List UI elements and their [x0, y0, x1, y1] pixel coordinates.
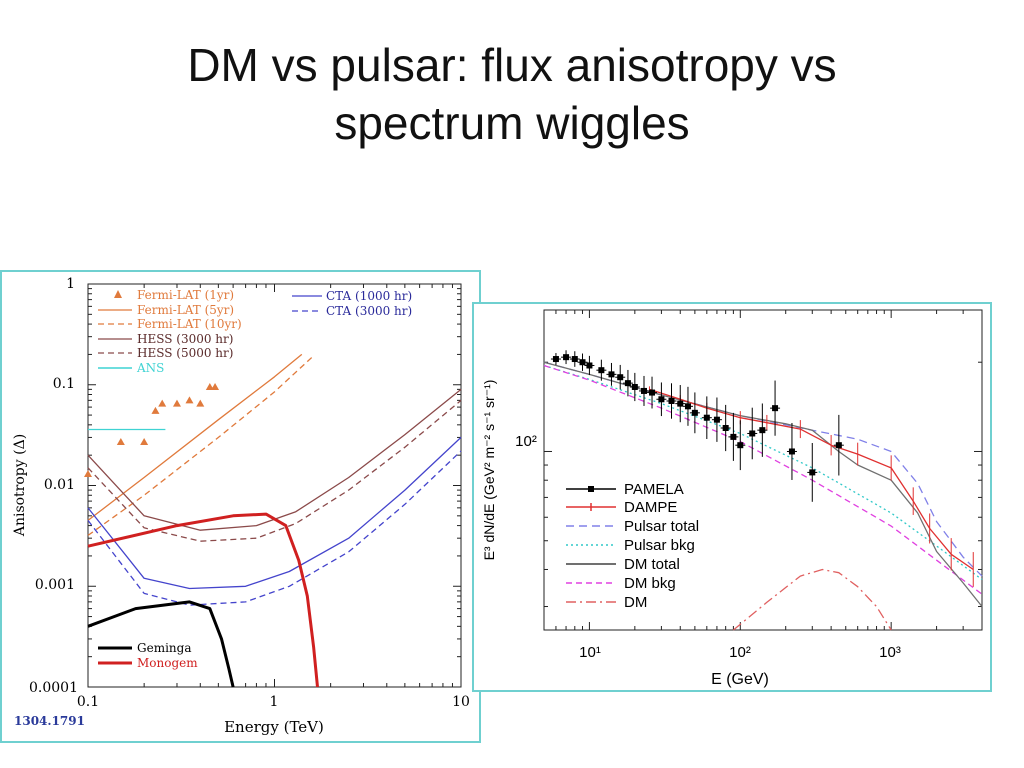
y-tick-label: 1: [66, 276, 75, 292]
legend-marker: [588, 486, 594, 492]
series-fermi-lat-1yr-point: [205, 382, 214, 390]
legend-upper-left: Fermi-LAT (1yr) Fermi-LAT (5yr) Fermi-LA…: [98, 288, 242, 375]
series-pamela-point: [722, 424, 729, 431]
legend-label: HESS (5000 hr): [137, 346, 233, 360]
plot-frame: [543, 309, 983, 631]
legend-label: ANS: [136, 361, 164, 375]
x-tick-label: 0.1: [77, 694, 99, 710]
series-fermi-lat-1yr-point: [116, 438, 125, 446]
legend-label: Fermi-LAT (1yr): [137, 288, 234, 302]
series-pamela-point: [640, 387, 647, 394]
series-pamela-point: [631, 383, 638, 390]
series-pamela-point: [772, 405, 779, 412]
series-pamela-point: [788, 448, 795, 455]
legend-label: CTA (1000 hr): [326, 289, 412, 303]
series-fermi-lat-5yr-line: [87, 353, 303, 521]
series-pamela-point: [563, 354, 570, 361]
series-pamela-point: [598, 367, 605, 374]
y-tick-label: 0.001: [35, 577, 75, 593]
series-pamela-point: [617, 374, 624, 381]
legend-label: Geminga: [137, 641, 191, 655]
x-axis-label: Energy (TeV): [224, 718, 324, 736]
legend-label: PAMELA: [624, 481, 684, 498]
y-tick-label: 0.01: [44, 477, 75, 493]
legend-label: DM total: [624, 556, 680, 573]
spectrum-chart-svg: 10¹ 10² 10³ 10² E (GeV) E³ dN/dE (GeV² m…: [472, 302, 992, 692]
y-tick-label: 10²: [515, 433, 537, 450]
y-axis-label: E³ dN/dE (GeV² m⁻² s⁻¹ sr⁻¹): [481, 380, 497, 561]
series-pamela-point: [649, 389, 656, 396]
series-group: [543, 350, 983, 631]
figure-border: [0, 270, 481, 743]
y-tick-label: 0.0001: [29, 680, 78, 696]
series-pamela-point: [703, 414, 710, 421]
legend-label: DM bkg: [624, 575, 676, 592]
series-pamela-point: [730, 433, 737, 440]
slide-title-line-1: DM vs pulsar: flux anisotropy vs: [187, 39, 837, 91]
legend-label: Fermi-LAT (5yr): [137, 303, 234, 317]
series-pamela-point: [579, 359, 586, 366]
slide-title: DM vs pulsar: flux anisotropy vs spectru…: [100, 36, 924, 152]
series-fermi-lat-1yr-point: [196, 399, 205, 407]
series-fermi-lat-1yr-point: [140, 438, 149, 446]
legend-label: DAMPE: [624, 499, 677, 516]
x-tick-label: 10¹: [579, 644, 601, 661]
series-pulsar-bkg-line: [543, 364, 983, 581]
series-geminga-line: [87, 600, 235, 688]
x-tick-label: 10³: [879, 644, 901, 661]
legend-label: Pulsar total: [624, 518, 699, 535]
series-pamela-point: [759, 427, 766, 434]
tick-group: [87, 283, 462, 688]
series-fermi-lat-1yr-point: [158, 399, 167, 407]
legend-label: CTA (3000 hr): [326, 304, 412, 318]
series-pamela-point: [571, 356, 578, 363]
series-pamela-point: [809, 469, 816, 476]
series-pamela-point: [737, 442, 744, 449]
series-cta-1000-hr-line: [87, 436, 462, 590]
series-pamela-point: [835, 442, 842, 449]
anisotropy-chart-svg: 1 0.1 0.01 0.001 0.0001 0.1 1 10 Energy …: [0, 270, 481, 743]
series-monogem-line: [87, 512, 319, 688]
arxiv-label: 1304.1791: [14, 714, 85, 728]
series-pamela-point: [552, 356, 559, 363]
legend-label: HESS (3000 hr): [137, 332, 233, 346]
x-tick-label: 10²: [729, 644, 751, 661]
y-axis-label: Anisotropy (Δ): [12, 434, 28, 537]
legend-label: Pulsar bkg: [624, 537, 695, 554]
legend-label: Fermi-LAT (10yr): [137, 317, 242, 331]
legend-upper-right: CTA (1000 hr) CTA (3000 hr): [292, 289, 412, 318]
series-pamela-point: [713, 416, 720, 423]
series-pamela-point: [684, 403, 691, 410]
series-fermi-lat-1yr-point: [151, 406, 160, 414]
tick-group: [543, 309, 983, 630]
series-pamela-point: [749, 430, 756, 437]
series-pamela-point: [608, 371, 615, 378]
series-pamela-point: [691, 409, 698, 416]
x-tick-label: 10: [452, 694, 470, 710]
legend-lower-left: Geminga Monogem: [98, 641, 198, 670]
x-tick-label: 1: [270, 694, 279, 710]
legend-label: DM: [624, 594, 647, 611]
anisotropy-figure: 1 0.1 0.01 0.001 0.0001 0.1 1 10 Energy …: [0, 270, 482, 744]
x-axis-label: E (GeV): [711, 671, 769, 688]
series-fermi-lat-1yr-point: [211, 382, 220, 390]
legend-label: Monogem: [137, 656, 198, 670]
series-dm-bkg-line: [543, 364, 983, 595]
legend-swatch: [114, 290, 122, 298]
series-fermi-lat-1yr-point: [185, 396, 194, 404]
spectrum-legend: PAMELA DAMPE Pulsar total Pulsar bkg DM …: [566, 481, 699, 611]
series-pamela-point: [677, 400, 684, 407]
series-pamela-point: [624, 380, 631, 387]
slide-title-line-2: spectrum wiggles: [334, 97, 690, 149]
series-pamela-point: [658, 396, 665, 403]
spectrum-figure: 10¹ 10² 10³ 10² E (GeV) E³ dN/dE (GeV² m…: [472, 302, 992, 692]
series-fermi-lat-1yr-point: [172, 399, 181, 407]
series-cta-3000-hr-line: [87, 450, 462, 606]
y-tick-label: 0.1: [53, 376, 75, 392]
series-fermi-lat-1yr-point: [84, 470, 92, 478]
series-pamela-point: [668, 397, 675, 404]
series-pamela-point: [586, 362, 593, 369]
series-group: [84, 353, 462, 688]
